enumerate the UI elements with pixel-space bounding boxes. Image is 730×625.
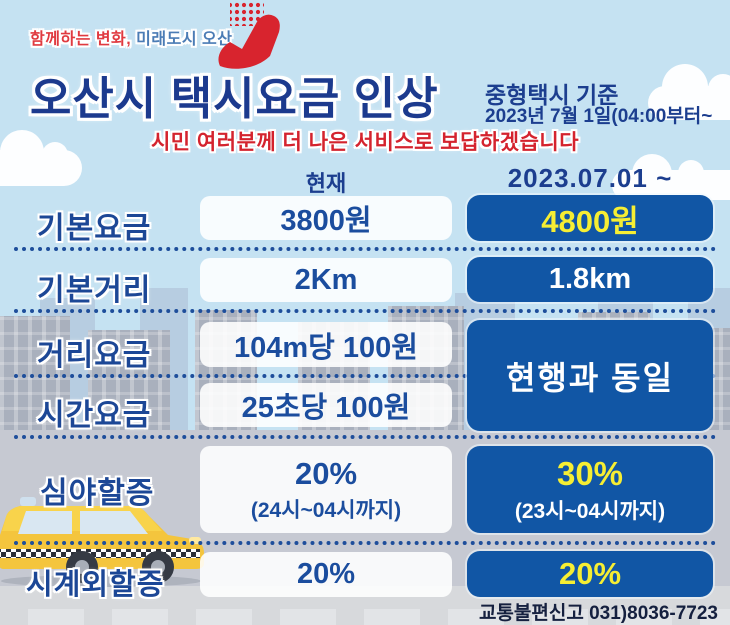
current-late-night-value: 20%: [294, 455, 358, 491]
taxi-illustration: [0, 497, 210, 589]
dotted-divider: [14, 435, 716, 439]
current-distance-fare-box: 104m당 100원: [200, 322, 452, 367]
effective-date-label: 2023년 7월 1일(04:00부터~: [485, 106, 713, 127]
row-label-late-night-surcharge: 심야할증: [40, 477, 155, 510]
ground-faded-buildings: [0, 609, 730, 625]
poster-title: 오산시 택시요금 인상: [30, 73, 439, 124]
same-as-current-value: 현행과 동일: [505, 359, 675, 396]
current-time-fare-box: 25초당 100원: [200, 383, 452, 427]
building-silhouette: [88, 330, 170, 440]
row-label-time-fare: 시간요금: [37, 399, 152, 432]
new-base-fare-value: 4800원: [541, 203, 639, 239]
current-out-of-city-value: 20%: [296, 558, 356, 590]
cloud: [648, 64, 730, 120]
current-base-fare-box: 3800원: [200, 196, 452, 240]
dotted-divider: [14, 541, 716, 545]
osan-city-logo-icon: [206, 2, 292, 72]
new-late-night-hours: (23시~04시까지): [514, 499, 666, 523]
dotted-divider: [14, 374, 716, 378]
city-slogan: 함께하는 변화, 미래도시 오산: [30, 25, 232, 49]
new-base-distance-value: 1.8km: [548, 263, 632, 295]
current-time-fare-value: 25초당 100원: [241, 392, 411, 424]
complaint-hotline: 교통불편신고 031)8036-7723: [478, 603, 718, 624]
column-header-current: 현재: [305, 171, 347, 196]
new-base-distance-box: 1.8km: [467, 257, 713, 302]
new-out-of-city-box: 20%: [467, 551, 713, 597]
current-distance-fare-value: 104m당 100원: [234, 331, 418, 364]
column-header-new-date: 2023.07.01 ~: [507, 163, 673, 193]
new-out-of-city-value: 20%: [558, 556, 622, 591]
poster-subtitle: 시민 여러분께 더 나은 서비스로 보답하겠습니다: [150, 131, 580, 154]
new-late-night-value: 30%: [556, 454, 624, 492]
dotted-divider: [14, 247, 716, 251]
current-base-fare-value: 3800원: [280, 205, 372, 237]
current-late-night-hours: (24시~04시까지): [250, 498, 402, 522]
row-label-distance-fare: 거리요금: [37, 339, 152, 372]
current-base-distance-value: 2Km: [294, 263, 358, 296]
current-base-distance-box: 2Km: [200, 258, 452, 302]
current-late-night-box: 20% (24시~04시까지): [200, 446, 452, 533]
row-label-base-fare: 기본요금: [37, 212, 152, 245]
row-label-out-of-city-surcharge: 시계외할증: [26, 569, 165, 601]
fare-standard-label: 중형택시 기준: [485, 82, 619, 108]
slogan-red-text: 함께하는 변화,: [30, 31, 132, 48]
slogan-blue-text: 미래도시 오산: [136, 31, 233, 48]
cloud: [0, 130, 82, 186]
new-base-fare-box: 4800원: [467, 195, 713, 241]
dotted-divider: [14, 309, 716, 313]
current-out-of-city-box: 20%: [200, 552, 452, 597]
building-silhouette: [0, 316, 70, 440]
new-late-night-box: 30% (23시~04시까지): [467, 446, 713, 533]
row-label-base-distance: 기본거리: [37, 274, 152, 307]
new-distance-time-merged-box: 현행과 동일: [467, 320, 713, 431]
